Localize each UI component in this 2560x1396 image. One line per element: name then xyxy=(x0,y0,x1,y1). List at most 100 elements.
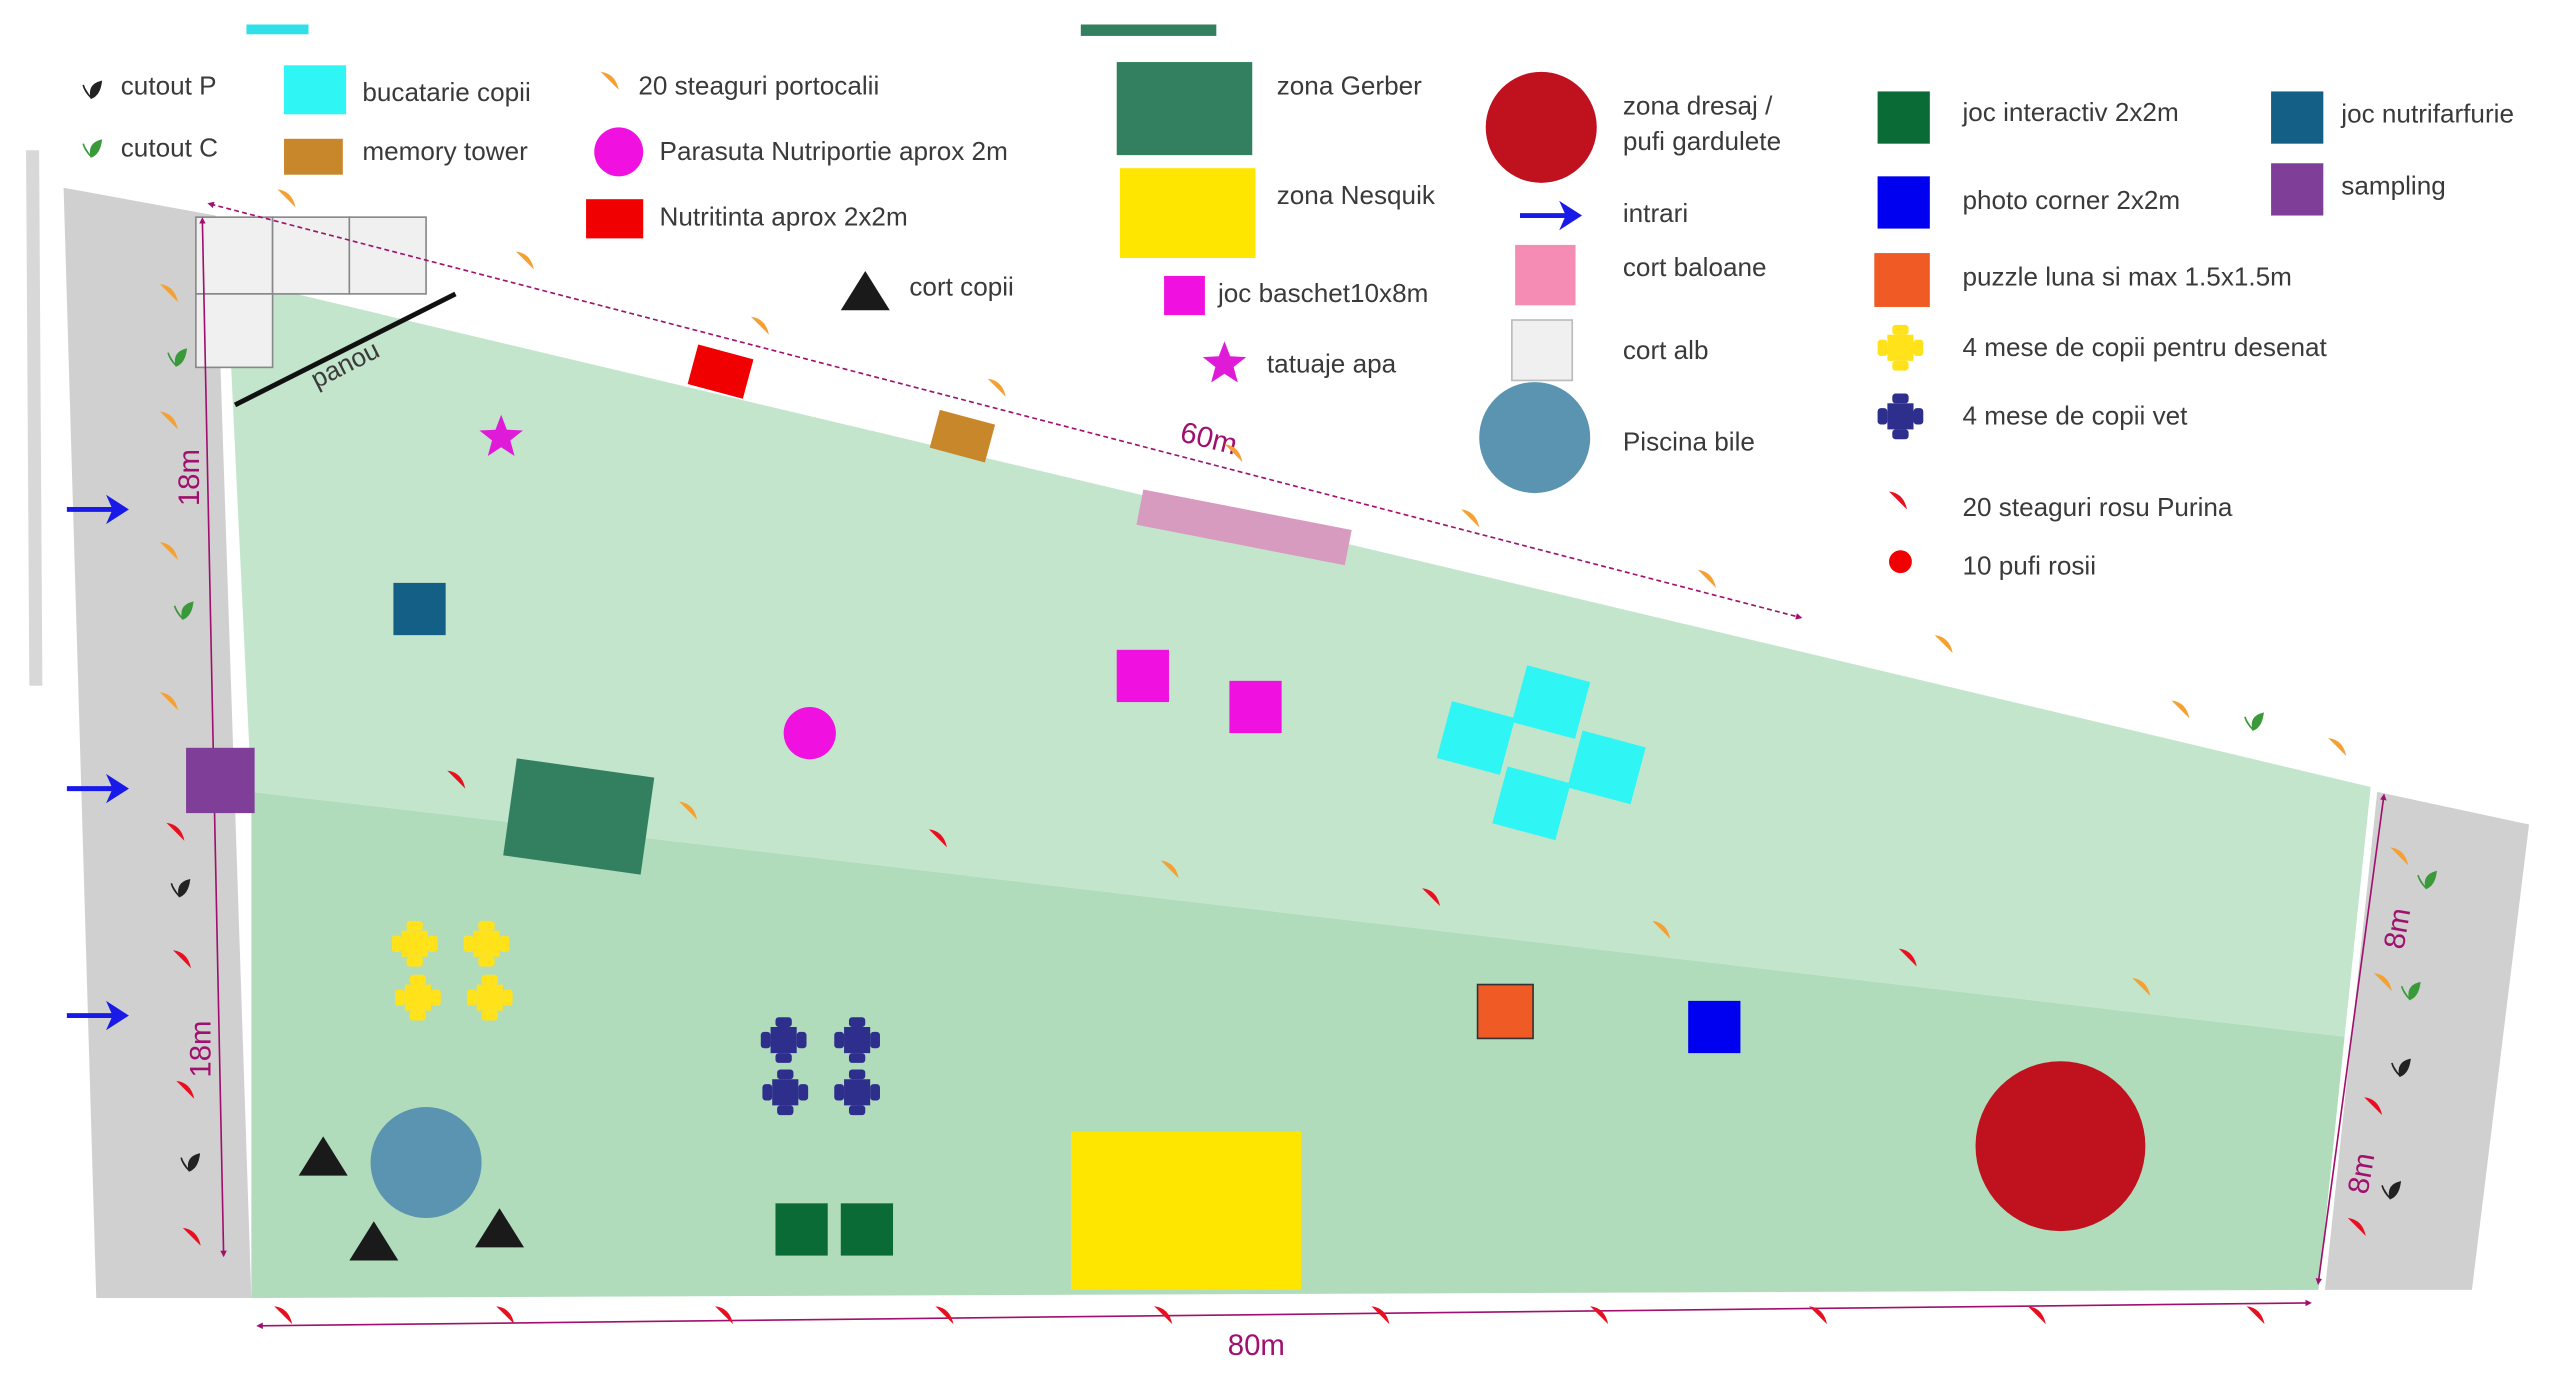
legend-label: photo corner 2x2m xyxy=(1962,185,2180,215)
memory-tower xyxy=(929,409,996,463)
bucatarie xyxy=(1567,730,1646,805)
chair xyxy=(760,1031,771,1049)
chair xyxy=(478,920,495,931)
baschet xyxy=(1229,680,1282,734)
legend-label: tatuaje apa xyxy=(1267,348,1397,378)
flag xyxy=(274,1306,293,1325)
cort-copii xyxy=(349,1221,399,1261)
nutrifarfurie xyxy=(393,582,446,636)
chair xyxy=(1892,324,1909,335)
cutout xyxy=(180,1153,201,1172)
cutout xyxy=(2391,1058,2411,1078)
legend-icon xyxy=(1889,550,1912,574)
legend-icon xyxy=(1874,253,1930,307)
legend-icon xyxy=(1511,319,1574,382)
chair xyxy=(1892,360,1909,371)
chair xyxy=(481,1010,498,1021)
chair xyxy=(1892,429,1909,440)
legend xyxy=(284,62,2324,574)
legend-label: cort alb xyxy=(1623,335,1709,365)
chair xyxy=(762,1084,773,1101)
zona-dresaj xyxy=(1975,1061,2146,1232)
flag xyxy=(2027,1306,2046,1325)
legend-label: cutout C xyxy=(121,133,218,163)
star xyxy=(1202,341,1247,383)
legend-icon xyxy=(1164,275,1205,316)
cort-alb xyxy=(195,216,274,295)
parasuta xyxy=(783,706,836,760)
cutout xyxy=(82,139,103,158)
legend-label: zona dresaj / xyxy=(1623,90,1773,120)
legend-label: 20 steaguri rosu Purina xyxy=(1962,492,2232,522)
zone-lower xyxy=(251,791,2345,1299)
dimension-label: 8m xyxy=(2342,1150,2382,1196)
flag xyxy=(182,1227,201,1246)
dimension-label: 60m xyxy=(1177,416,1240,462)
cort-copii xyxy=(298,1136,348,1176)
joc-interactiv xyxy=(775,1203,828,1256)
map-items: panou 60m 18m 18m 8m 8m 80m xyxy=(173,201,2417,1362)
photo-corner xyxy=(1688,1000,1741,1054)
legend-label: zona Nesquik xyxy=(1277,180,1436,210)
legend-label: joc interactiv 2x2m xyxy=(1961,97,2178,127)
chair xyxy=(430,989,441,1006)
chair xyxy=(775,1017,792,1027)
flag xyxy=(1371,1306,1390,1325)
chair xyxy=(848,1105,866,1116)
table xyxy=(844,1026,871,1054)
bucatarie xyxy=(1492,766,1571,841)
flag xyxy=(1160,860,1179,879)
flag xyxy=(159,542,178,561)
flag xyxy=(600,71,619,90)
side-strip xyxy=(26,150,43,686)
cort-alb xyxy=(348,216,427,295)
chair xyxy=(463,935,474,952)
flag xyxy=(2373,973,2392,992)
zona-nesquik xyxy=(1071,1131,1302,1290)
legend-label: intrari xyxy=(1623,198,1688,228)
arrow xyxy=(106,1000,129,1031)
legend-icon xyxy=(2271,163,2324,216)
chair xyxy=(1877,339,1888,356)
flag xyxy=(159,692,178,711)
legend-label: Piscina bile xyxy=(1623,427,1755,457)
star xyxy=(479,414,523,457)
flag xyxy=(176,1080,195,1099)
legend-icon xyxy=(1485,71,1597,183)
chair xyxy=(848,1017,866,1027)
chair xyxy=(848,1069,866,1080)
arrow xyxy=(106,494,129,525)
legend-label: 4 mese de copii pentru desenat xyxy=(1962,332,2327,362)
bucatarie xyxy=(1511,665,1591,739)
chair xyxy=(481,974,498,985)
sampling xyxy=(186,747,255,814)
chair xyxy=(395,989,405,1006)
table xyxy=(473,930,500,957)
flag xyxy=(159,284,178,303)
puzzle xyxy=(1476,983,1534,1040)
cutout xyxy=(2400,981,2421,1001)
flag xyxy=(1590,1306,1609,1325)
chair xyxy=(777,1105,794,1116)
flag xyxy=(2364,1097,2383,1116)
chair xyxy=(478,956,495,967)
chair xyxy=(499,935,510,952)
bar xyxy=(1080,24,1217,36)
legend-label: 20 steaguri portocalii xyxy=(638,71,879,101)
chair xyxy=(834,1031,845,1049)
legend-label: bucatarie copii xyxy=(362,77,530,107)
bucatarie xyxy=(1436,701,1516,775)
legend-icon xyxy=(1877,91,1930,144)
bar xyxy=(246,24,309,35)
joc-interactiv xyxy=(840,1203,894,1256)
dimension-line xyxy=(256,1299,2312,1330)
chair xyxy=(870,1031,880,1049)
legend-label: puzzle luna si max 1.5x1.5m xyxy=(1962,262,2291,292)
flag xyxy=(750,316,769,335)
legend-label: pufi gardulete xyxy=(1623,126,1781,156)
arrow xyxy=(1559,200,1583,231)
flag xyxy=(1422,888,1441,907)
table xyxy=(772,1079,799,1106)
flag xyxy=(987,378,1006,397)
